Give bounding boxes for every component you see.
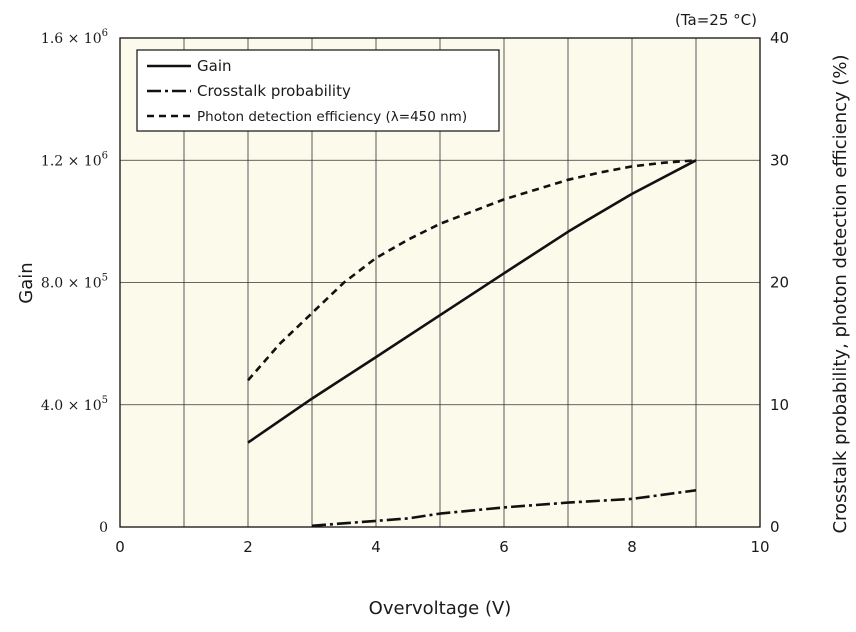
y2-tick-label: 20	[770, 274, 789, 292]
x-tick-label: 8	[627, 538, 637, 556]
y2-tick-label: 10	[770, 396, 789, 414]
x-axis-title: Overvoltage (V)	[369, 598, 512, 619]
y-tick-label: 0	[99, 520, 108, 536]
y2-tick-label: 40	[770, 29, 789, 47]
series-line-1	[311, 489, 697, 528]
x-tick-label: 10	[750, 538, 769, 556]
x-tick-labels: 0 2 4 6 8 10	[115, 538, 769, 556]
legend-label-crosstalk: Crosstalk probability	[197, 82, 351, 100]
y2-tick-label: 30	[770, 151, 789, 169]
x-tick-label: 6	[499, 538, 509, 556]
y-tick-label: 1.2 × 106	[41, 150, 108, 169]
legend-label-gain: Gain	[197, 57, 232, 75]
series-line-0	[247, 159, 697, 444]
y2-axis-title: Crosstalk probability, photon detection …	[830, 54, 851, 533]
y-tick-labels: 0 4.0 × 105 8.0 × 105 1.2 × 106 1.6 × 106	[41, 28, 108, 536]
y-tick-label: 1.6 × 106	[41, 28, 108, 47]
series-layer	[247, 159, 697, 528]
plot-area-border	[119, 37, 761, 528]
legend-label-pde: Photon detection efficiency (λ=450 nm)	[197, 109, 467, 125]
temperature-annotation: (Ta=25 °C)	[675, 11, 757, 29]
y-axis-title: Gain	[16, 262, 37, 303]
y2-tick-labels: 0 10 20 30 40	[770, 29, 789, 536]
y-tick-label: 8.0 × 105	[41, 273, 108, 292]
x-tick-label: 2	[243, 538, 253, 556]
y-tick-label: 4.0 × 105	[41, 395, 108, 414]
legend-box	[136, 49, 500, 132]
x-tick-label: 4	[371, 538, 381, 556]
y2-tick-label: 0	[770, 518, 780, 536]
x-tick-label: 0	[115, 538, 125, 556]
legend: Gain Crosstalk probability Photon detect…	[136, 49, 500, 132]
